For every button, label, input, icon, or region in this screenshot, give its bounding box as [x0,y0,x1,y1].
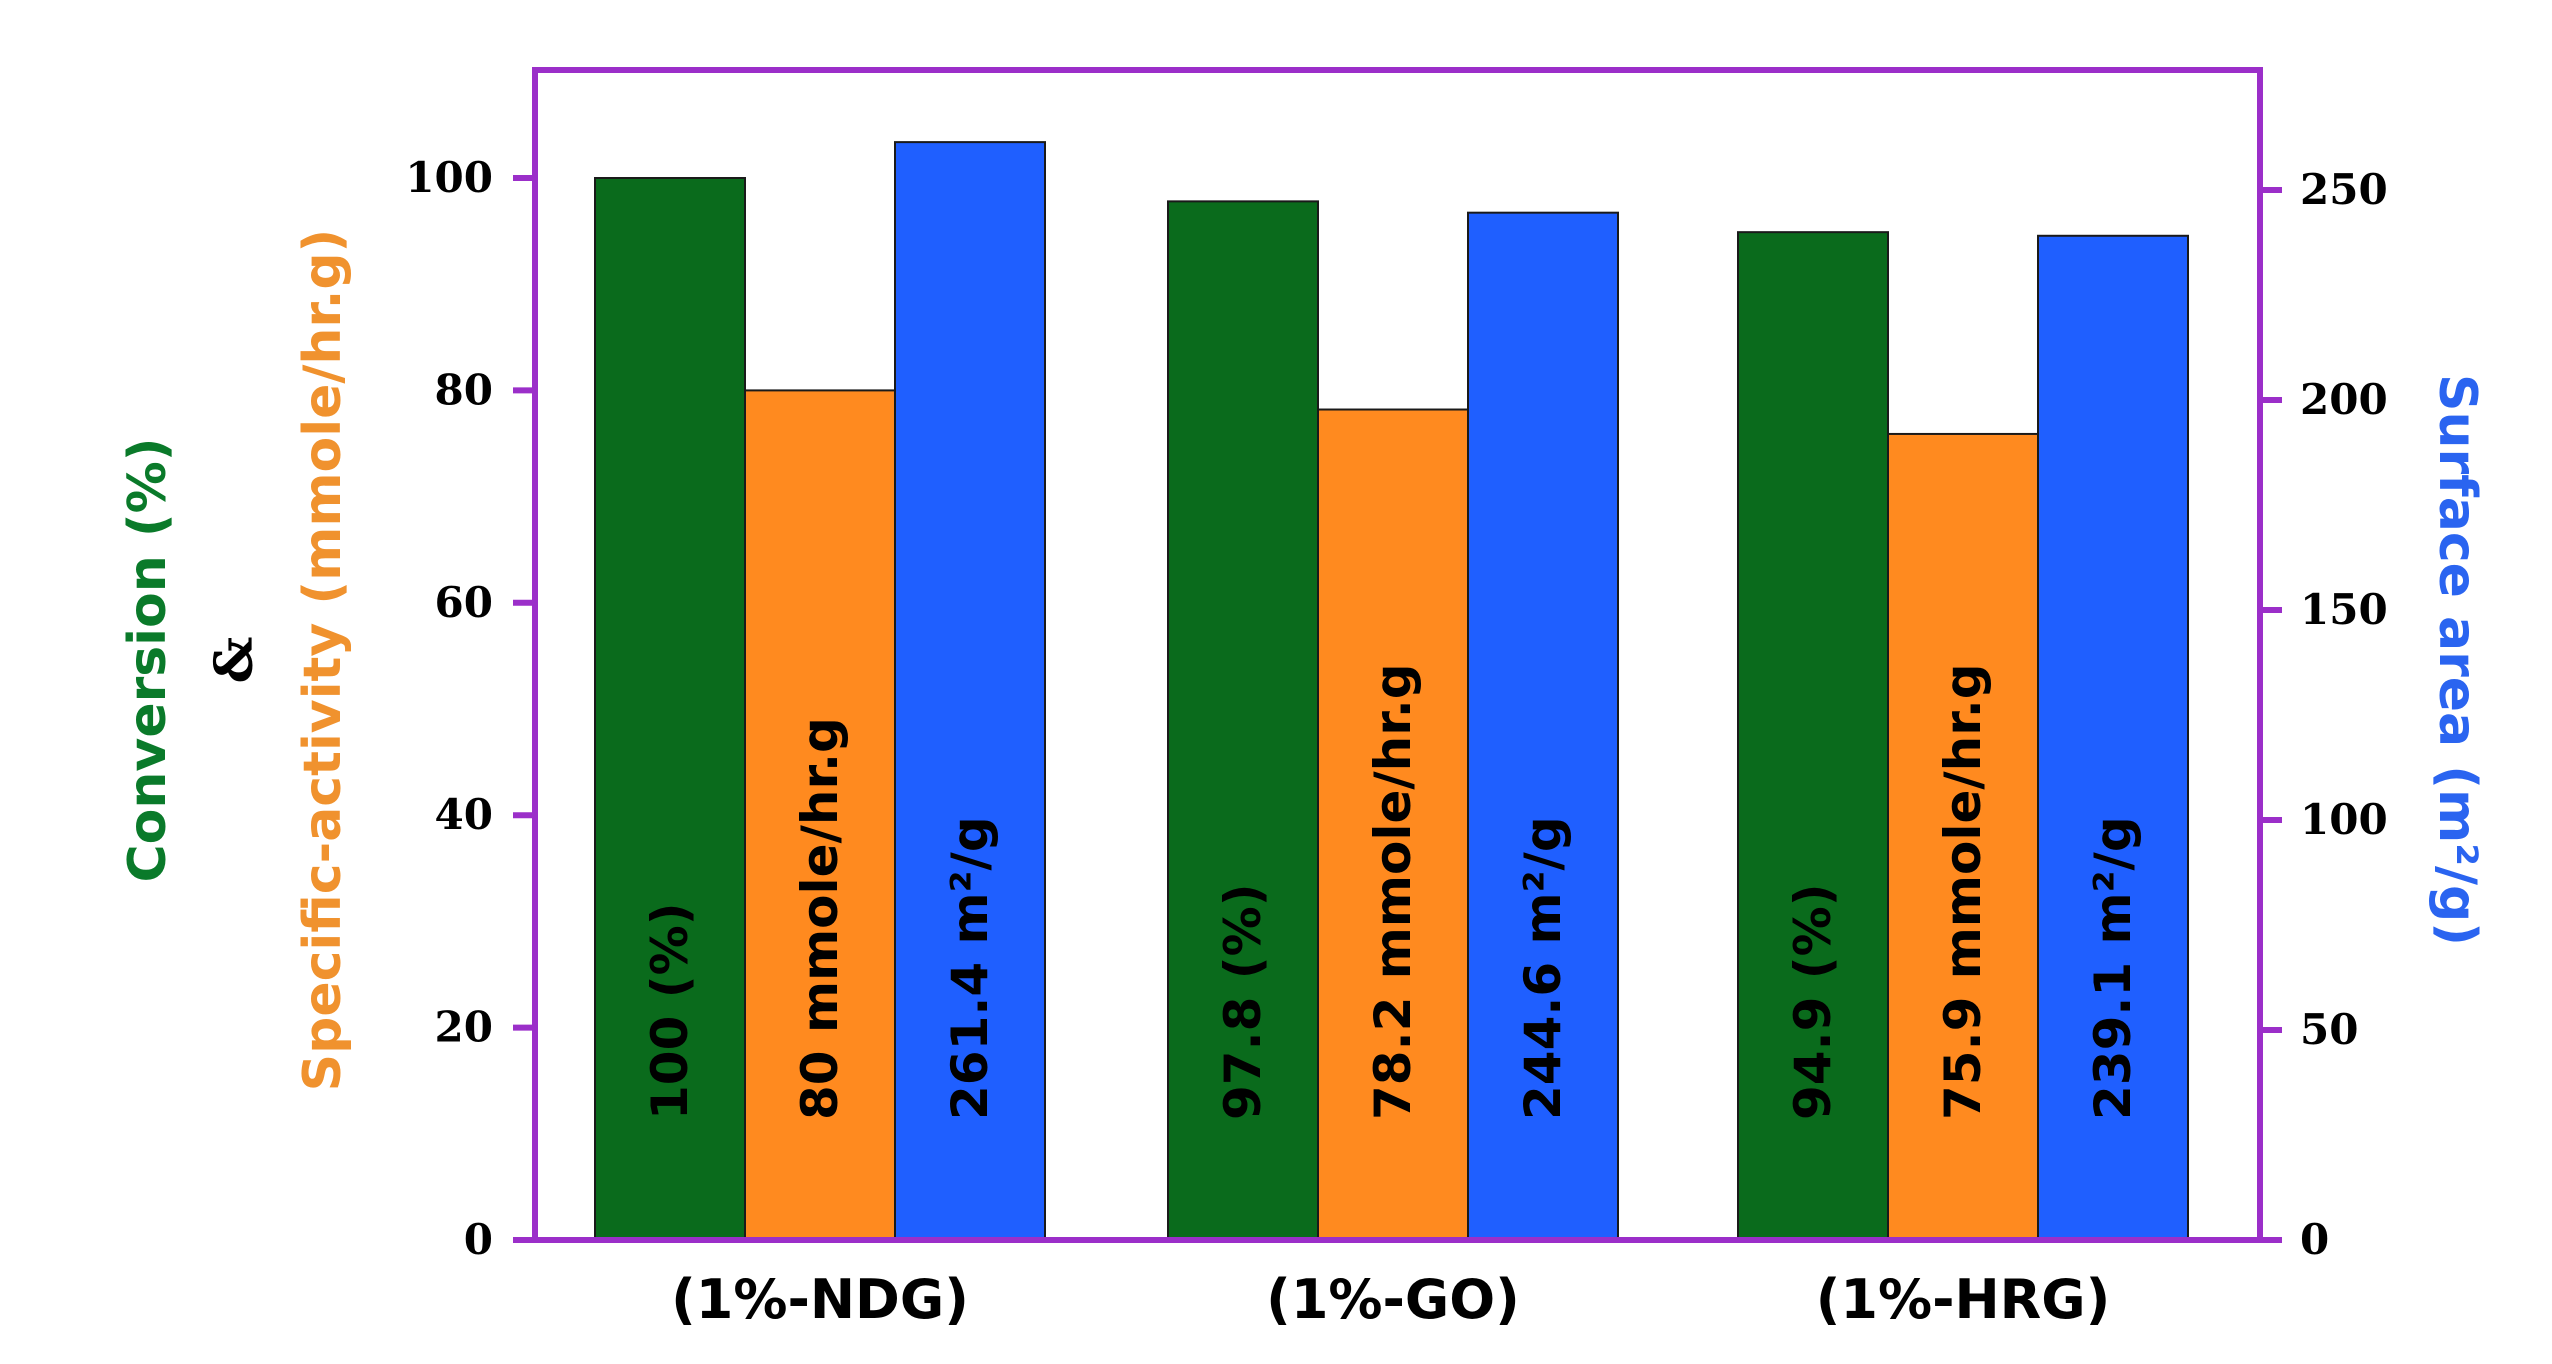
right-axis-title: Surface area (m²/g) [2427,374,2487,946]
bar-conversion-1 [1167,200,1319,1241]
bar-activity-1 [1317,408,1469,1241]
right-tick-label-4: 200 [2300,375,2388,424]
bar-label-conversion-1: 97.8 (%) [1214,883,1272,1120]
category-label-0: (1%-NDG) [671,1268,969,1331]
right-tick-label-2: 100 [2300,795,2388,844]
bar-label-activity-1: 78.2 mmole/hr.g [1364,663,1422,1120]
left-tick-label-5: 100 [405,153,493,202]
bar-label-surface-1: 244.6 m²/g [1514,816,1572,1120]
plot-frame [532,67,2263,1243]
category-label-1: (1%-GO) [1266,1268,1520,1331]
left-axis-ticks: 0 20 40 60 80 100 [405,153,535,1264]
left-tick-label-2: 40 [435,790,493,839]
bars-group [594,141,2189,1242]
bar-conversion-0 [594,177,746,1241]
right-tick-label-0: 0 [2300,1215,2329,1264]
bar-label-surface-0: 261.4 m²/g [941,816,999,1120]
bar-label-conversion-0: 100 (%) [641,902,699,1120]
left-tick-label-0: 0 [464,1215,493,1264]
category-labels: (1%-NDG) (1%-GO) (1%-HRG) [671,1268,2110,1331]
bar-surface-1 [1467,211,1619,1241]
bar-label-surface-2: 239.1 m²/g [2084,816,2142,1120]
right-tick-label-1: 50 [2300,1005,2358,1054]
left-axis-title-secondary: Specific-activity (mmole/hr.g) [293,229,353,1092]
right-axis-ticks: 0 50 100 150 200 250 [2260,165,2388,1264]
left-tick-label-3: 60 [435,578,493,627]
category-label-2: (1%-HRG) [1816,1268,2111,1331]
bar-label-activity-0: 80 mmole/hr.g [791,717,849,1120]
bar-label-conversion-2: 94.9 (%) [1784,883,1842,1120]
left-axis-title: Conversion (%) [118,438,178,883]
bar-labels-group: 100 (%) 80 mmole/hr.g 261.4 m²/g 97.8 (%) 78… [641,663,2142,1120]
left-tick-label-1: 20 [435,1003,493,1052]
left-axis-ampersand: & [204,636,265,683]
right-tick-label-3: 150 [2300,585,2388,634]
bar-label-activity-2: 75.9 mmole/hr.g [1934,663,1992,1120]
bar-surface-0 [894,141,1046,1241]
bar-activity-2 [1887,432,2039,1241]
right-tick-label-5: 250 [2300,165,2388,214]
bar-activity-0 [744,389,896,1241]
left-tick-label-4: 80 [435,365,493,414]
